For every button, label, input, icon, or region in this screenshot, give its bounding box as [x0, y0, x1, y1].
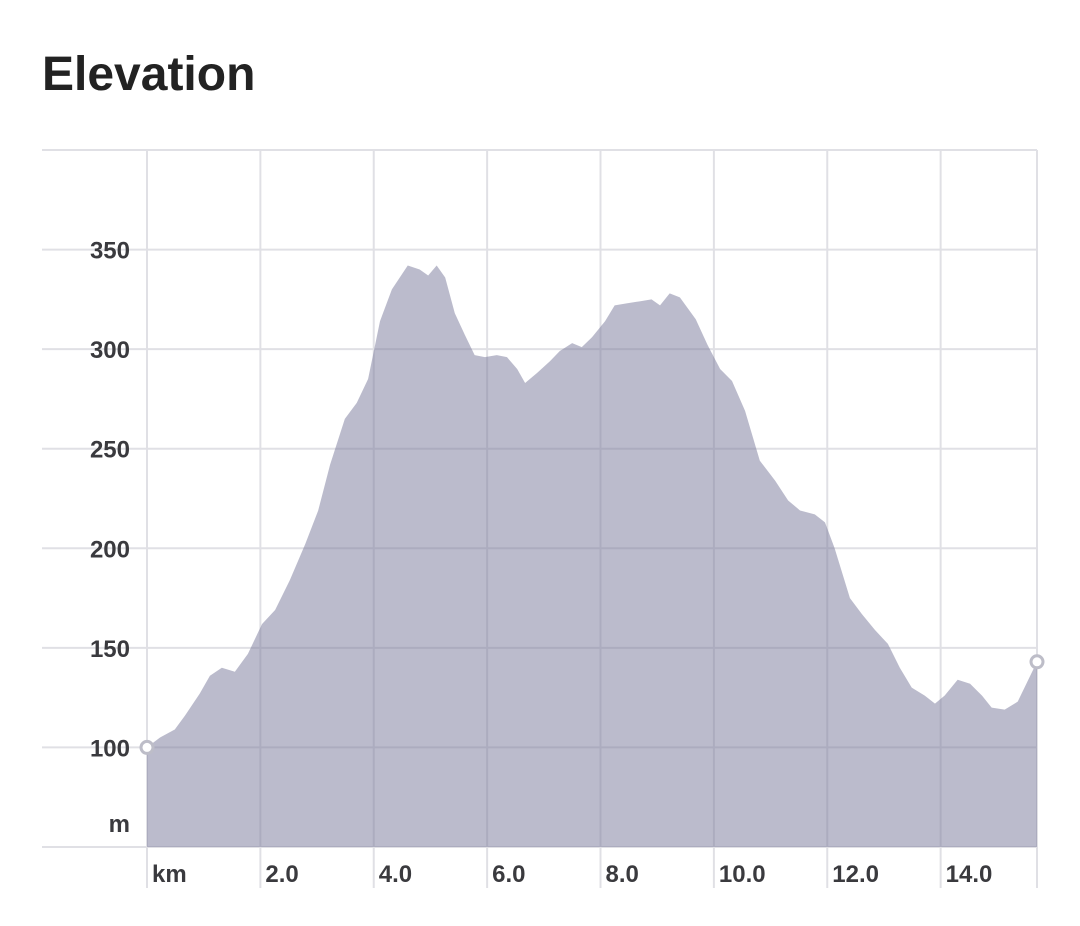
y-tick-label: 150 — [90, 636, 130, 663]
y-tick-label: 200 — [90, 536, 130, 563]
x-tick-label: 2.0 — [265, 861, 298, 888]
y-tick-label: 100 — [90, 735, 130, 762]
x-tick-label: 8.0 — [606, 861, 639, 888]
y-tick-label: 350 — [90, 238, 130, 265]
endpoint-marker — [1029, 654, 1045, 670]
x-tick-label: 10.0 — [719, 861, 766, 888]
x-tick-label: 6.0 — [492, 861, 525, 888]
endpoint-marker — [139, 739, 155, 755]
chart-title: Elevation — [42, 48, 255, 101]
x-tick-label: 4.0 — [379, 861, 412, 888]
x-tick-label: 12.0 — [832, 861, 879, 888]
elevation-area — [147, 265, 1037, 847]
y-tick-label: 250 — [90, 437, 130, 464]
x-tick-label: 14.0 — [946, 861, 993, 888]
x-tick-label: km — [152, 861, 187, 888]
y-unit-label: m — [109, 811, 130, 838]
y-tick-label: 300 — [90, 337, 130, 364]
